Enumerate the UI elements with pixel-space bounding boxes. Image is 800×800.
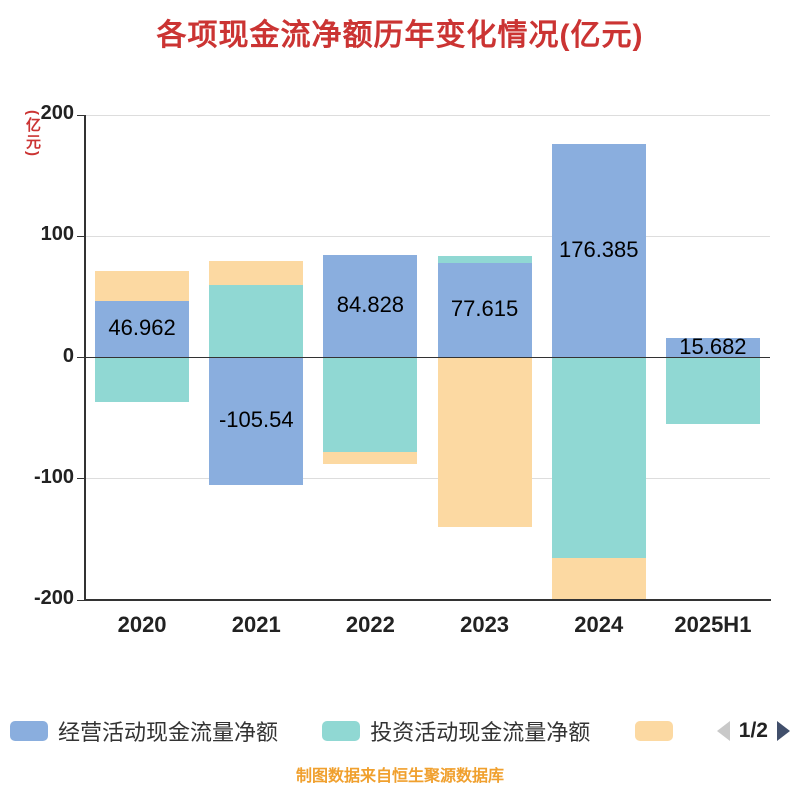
- y-axis-unit-label: (亿元): [24, 110, 41, 158]
- y-tick-label-100: 100: [40, 223, 74, 246]
- bar-2020-series-2[interactable]: [95, 357, 190, 403]
- bar-value-label-2024: 176.385: [558, 236, 639, 262]
- y-tick-label-0: 0: [62, 344, 74, 367]
- bar-2021-series-1[interactable]: [209, 357, 304, 486]
- y-axis-tick: [77, 235, 85, 237]
- y-tick-label-200: 200: [40, 102, 74, 124]
- legend-item-1[interactable]: 经营活动现金流量净额: [10, 715, 278, 747]
- zero-line: [85, 357, 770, 358]
- x-tick-label-2022: 2022: [345, 612, 395, 637]
- data-source-caption: 制图数据来自恒生聚源数据库: [295, 768, 504, 785]
- bar-2020-series-3[interactable]: [95, 271, 190, 301]
- legend-label-1: 经营活动现金流量净额: [58, 720, 279, 745]
- legend-item-3[interactable]: [634, 721, 673, 741]
- bar-2020-series-1[interactable]: [95, 300, 190, 358]
- x-tick-label-2023: 2023: [460, 612, 510, 637]
- y-axis-tick: [77, 478, 85, 480]
- y-axis-tick: [77, 357, 85, 358]
- bar-value-label-2025H1: 15.682: [679, 333, 747, 359]
- legend-next-icon[interactable]: [776, 721, 790, 741]
- bar-2024-series-2[interactable]: [551, 357, 646, 558]
- legend-prev-icon[interactable]: [716, 721, 730, 741]
- legend-swatch-1: [10, 721, 48, 741]
- bar-2023-series-2[interactable]: [437, 256, 532, 264]
- gridline--100: [85, 478, 770, 480]
- bar-2025H1-series-1[interactable]: [665, 338, 760, 358]
- y-tick-label--100: -100: [33, 465, 74, 488]
- bar-2022-series-3[interactable]: [323, 452, 418, 465]
- bar-value-label-2022: 84.828: [336, 292, 405, 318]
- legend-pager: 1/2: [716, 719, 790, 743]
- gridline-100: [85, 235, 770, 237]
- bar-2025H1-series-2[interactable]: [665, 357, 760, 425]
- chart-title: 各项现金流净额历年变化情况(亿元): [156, 19, 644, 52]
- bar-2021-series-2[interactable]: [209, 284, 304, 358]
- x-tick-label-2020: 2020: [117, 612, 167, 637]
- legend-page-indicator: 1/2: [738, 719, 768, 742]
- gridline-200: [85, 114, 770, 116]
- bar-2022-series-1[interactable]: [323, 254, 418, 358]
- x-tick-label-2025H1: 2025H1: [674, 612, 752, 637]
- bar-2021-series-3[interactable]: [209, 260, 304, 285]
- bar-2024-series-3[interactable]: [551, 557, 646, 600]
- bar-2024-series-1[interactable]: [551, 143, 646, 358]
- x-axis-line: [84, 599, 771, 601]
- legend-item-2[interactable]: 投资活动现金流量净额: [322, 715, 590, 747]
- bar-value-label-2021: -105.54: [218, 407, 294, 433]
- y-tick-label--200: -200: [33, 587, 74, 609]
- x-tick-label-2024: 2024: [574, 612, 624, 637]
- y-axis-tick: [77, 114, 85, 116]
- bar-2023-series-3[interactable]: [437, 357, 532, 528]
- legend-swatch-2: [322, 721, 361, 741]
- x-tick-label-2021: 2021: [231, 612, 281, 637]
- bar-value-label-2020: 46.962: [108, 315, 176, 341]
- y-axis-line: [84, 115, 86, 601]
- legend-label-2: 投资活动现金流量净额: [370, 720, 591, 745]
- bar-2022-series-2[interactable]: [323, 357, 418, 453]
- bar-2023-series-1[interactable]: [437, 263, 532, 358]
- chart-legend: 经营活动现金流量净额 投资活动现金流量净额 1/2: [10, 716, 790, 746]
- y-axis-tick: [77, 599, 85, 601]
- legend-swatch-3: [634, 721, 673, 741]
- bar-value-label-2023: 77.615: [450, 296, 519, 322]
